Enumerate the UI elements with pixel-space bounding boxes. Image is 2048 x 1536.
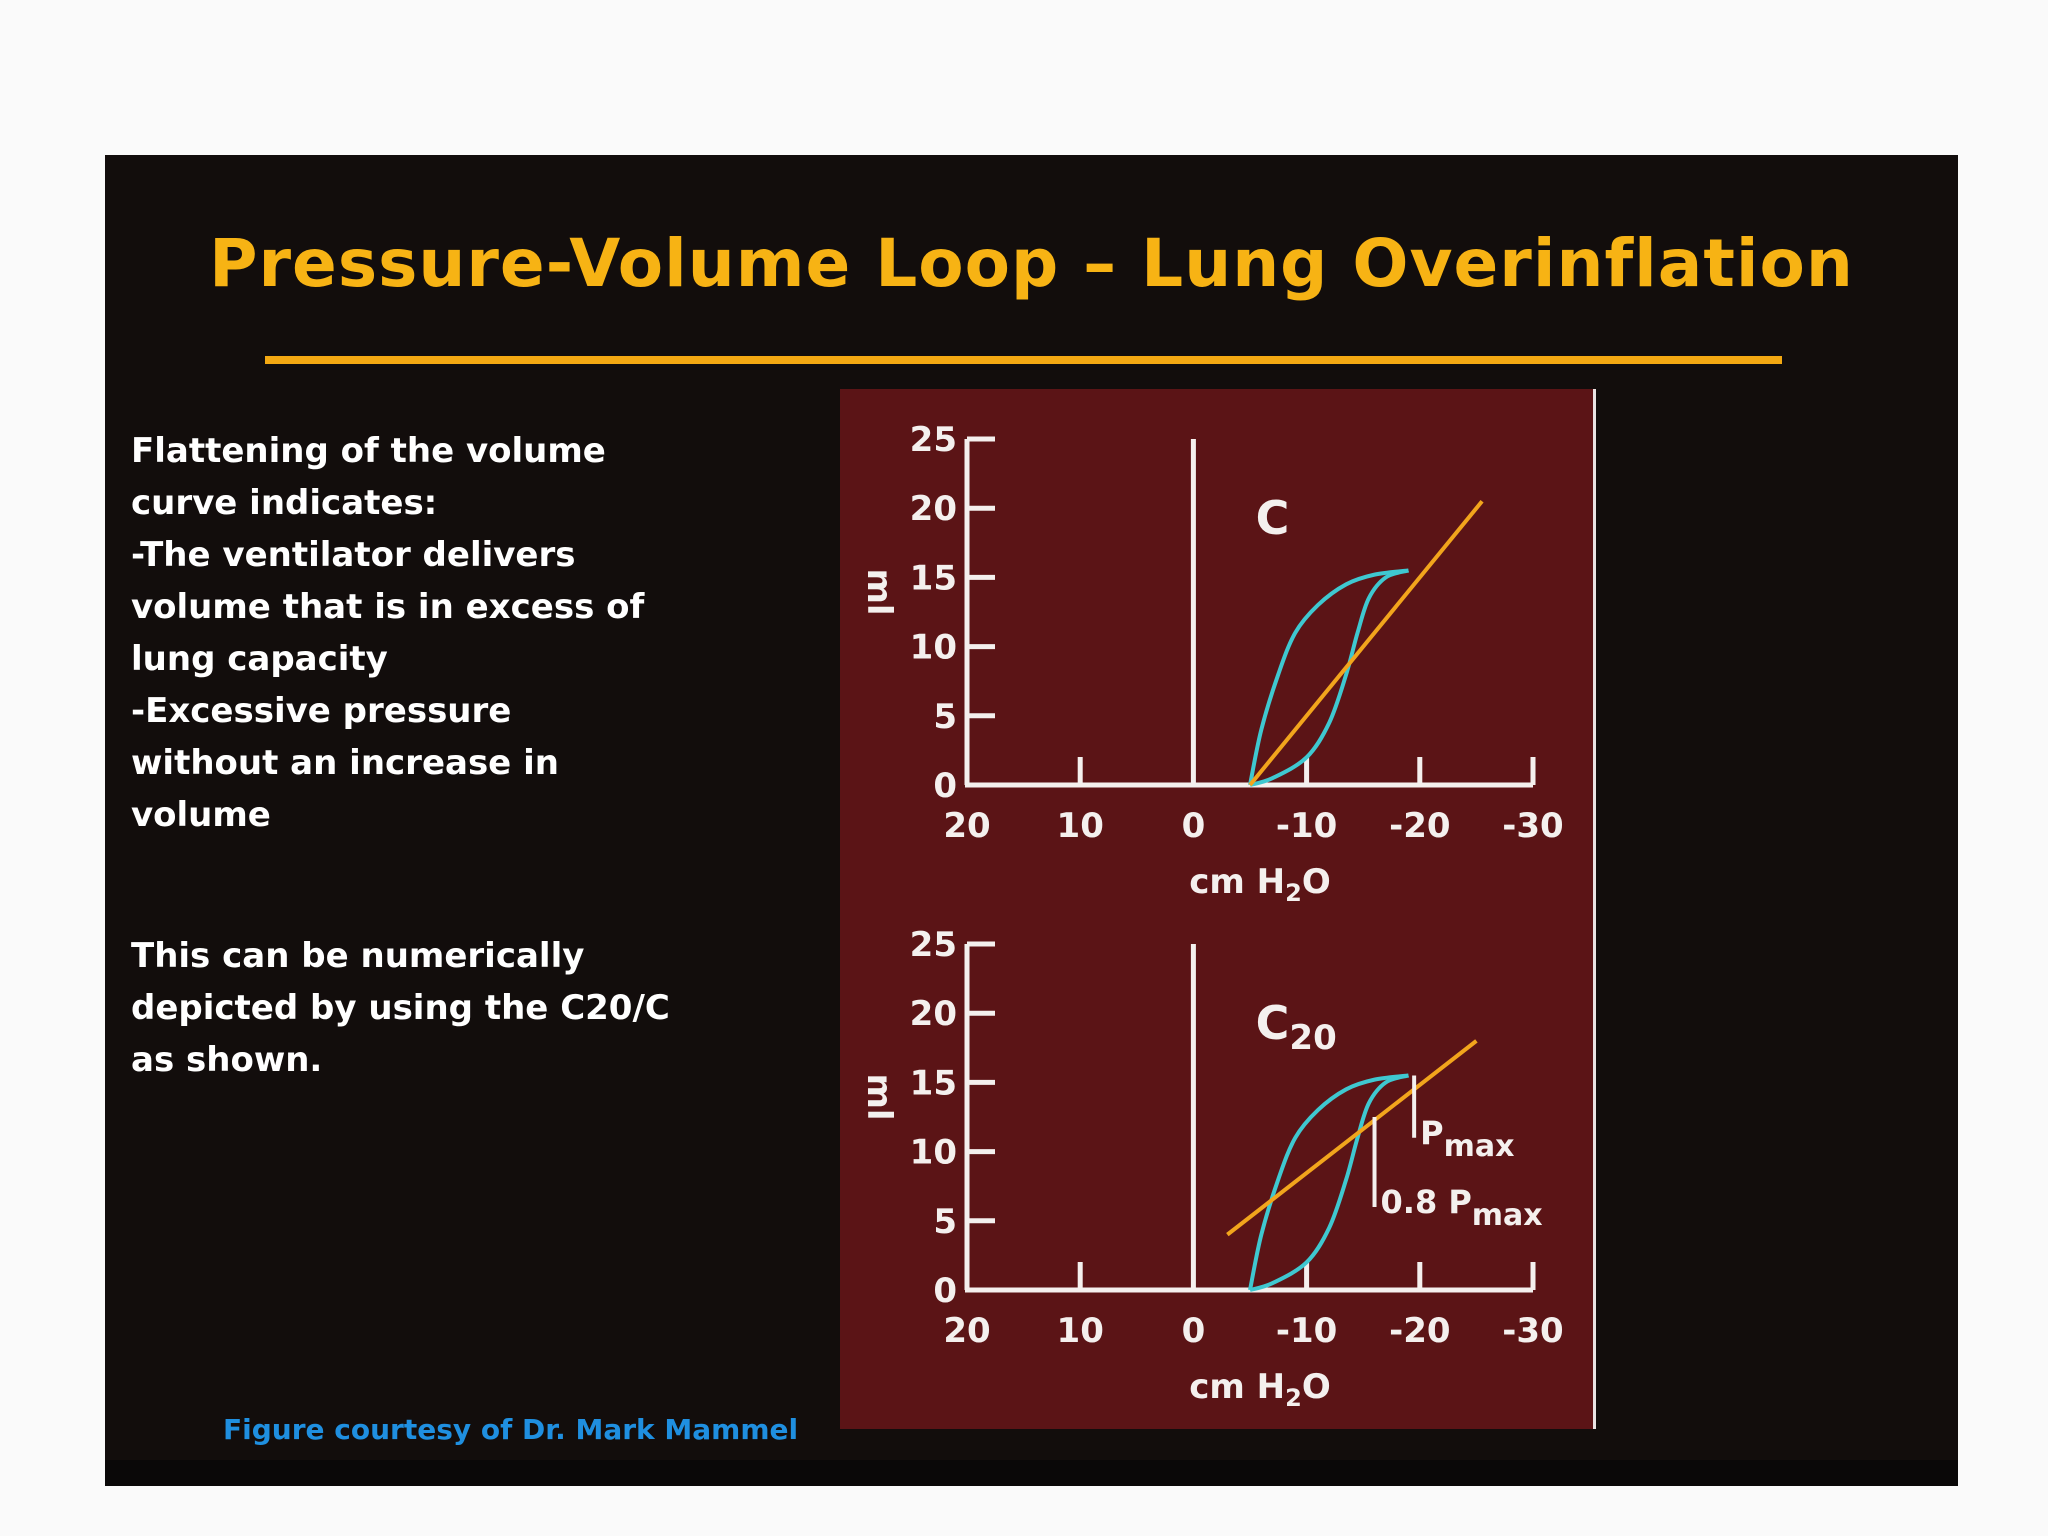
y-tick-label: 25 xyxy=(910,420,957,460)
x-tick-label: 0 xyxy=(1182,1311,1206,1351)
slide-bottom-edge xyxy=(105,1460,1958,1486)
text-line: volume xyxy=(131,795,271,835)
text-line: Flattening of the volume xyxy=(131,431,606,471)
y-tick-label: 20 xyxy=(910,489,957,529)
x-tick-label: -20 xyxy=(1389,1311,1450,1351)
text-line: volume that is in excess of xyxy=(131,587,645,627)
y-tick-label: 10 xyxy=(910,628,957,668)
text-line: without an increase in xyxy=(131,743,559,783)
y-axis-label: ml xyxy=(859,568,899,615)
figure-credit: Figure courtesy of Dr. Mark Mammel xyxy=(223,1413,799,1446)
pressure-marker-label: Pmax xyxy=(1420,1114,1514,1164)
x-tick-label: -30 xyxy=(1502,1311,1563,1351)
y-axis-label: ml xyxy=(859,1073,899,1120)
x-tick-label: 10 xyxy=(1057,806,1104,846)
x-tick-label: -10 xyxy=(1276,806,1337,846)
y-tick-label: 15 xyxy=(910,1063,957,1103)
y-tick-label: 10 xyxy=(910,1133,957,1173)
x-tick-label: 10 xyxy=(1057,1311,1104,1351)
compliance-line xyxy=(1226,1039,1478,1237)
deflation-curve xyxy=(1249,1073,1410,1292)
text-line: depicted by using the C20/C xyxy=(131,988,670,1028)
x-tick-label: -30 xyxy=(1502,806,1563,846)
numeric-note-paragraph: This can be numerically depicted by usin… xyxy=(131,930,691,1086)
x-tick-label: 20 xyxy=(943,1311,990,1351)
y-tick-label: 5 xyxy=(933,697,957,737)
x-tick-label: 20 xyxy=(943,806,990,846)
slide: Pressure-Volume Loop – Lung Overinflatio… xyxy=(105,155,1958,1485)
deflation-curve xyxy=(1249,568,1410,787)
panel-label: C xyxy=(1256,491,1290,545)
y-tick-label: 0 xyxy=(933,766,957,806)
title-underline xyxy=(265,356,1782,364)
x-tick-label: -20 xyxy=(1389,806,1450,846)
x-axis-label: cm H2O xyxy=(1189,1367,1330,1412)
y-tick-label: 15 xyxy=(910,558,957,598)
pressure-marker-label: 0.8 Pmax xyxy=(1381,1183,1543,1233)
text-line: -The ventilator delivers xyxy=(131,535,576,575)
x-tick-label: -10 xyxy=(1276,1311,1337,1351)
y-tick-label: 5 xyxy=(933,1202,957,1242)
text-line: This can be numerically xyxy=(131,936,585,976)
slide-title: Pressure-Volume Loop – Lung Overinflatio… xyxy=(209,225,1854,302)
inflation-curve xyxy=(1248,568,1409,786)
x-axis-label: cm H2O xyxy=(1189,862,1330,907)
y-tick-label: 0 xyxy=(933,1271,957,1311)
y-tick-label: 25 xyxy=(910,925,957,965)
inflation-curve xyxy=(1248,1073,1409,1291)
y-tick-label: 20 xyxy=(910,994,957,1034)
compliance-line xyxy=(1248,500,1484,787)
text-line: -Excessive pressure xyxy=(131,691,512,731)
text-line: lung capacity xyxy=(131,639,388,679)
pv-loop-figure: 0 5 10 15 20 25 20 10 0 -10 -20 -30 cm H2O ml C 0 5 10 15 2… xyxy=(840,389,1596,1429)
text-line: as shown. xyxy=(131,1040,323,1080)
explanation-paragraph: Flattening of the volume curve indicates… xyxy=(131,425,691,841)
x-tick-label: 0 xyxy=(1182,806,1206,846)
panel-label: C20 xyxy=(1256,996,1337,1058)
pv-loop-charts: 0 5 10 15 20 25 20 10 0 -10 -20 -30 cm H2O ml C 0 5 10 15 2… xyxy=(859,420,1564,1412)
text-line: curve indicates: xyxy=(131,483,438,523)
